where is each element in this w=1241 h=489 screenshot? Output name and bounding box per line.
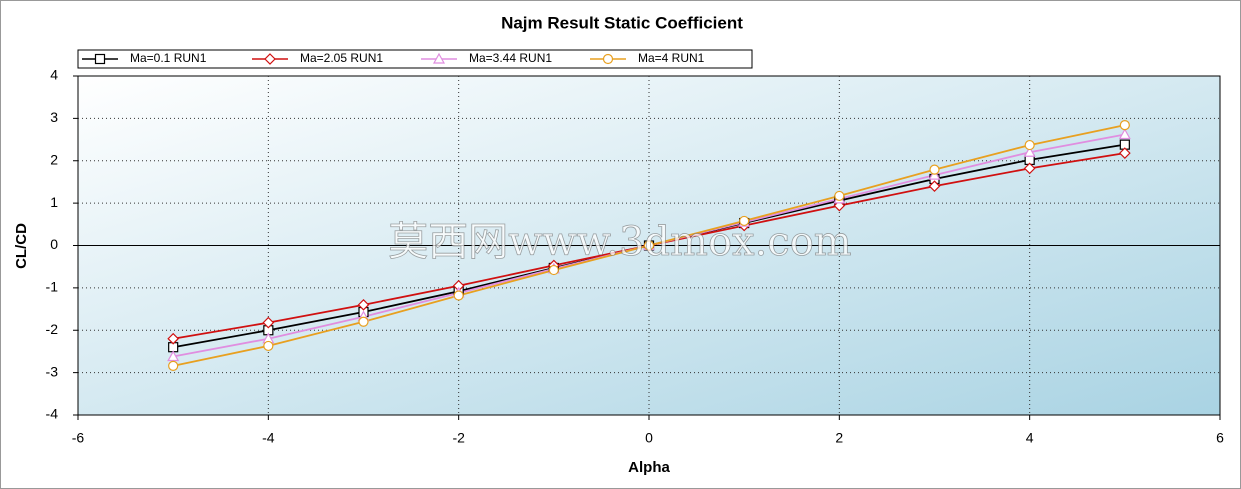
chart-title: Najm Result Static Coefficient (501, 13, 743, 32)
marker (167, 332, 180, 345)
marker (929, 164, 940, 175)
marker (432, 52, 446, 64)
legend-text: Ma=2.05 RUN1 (300, 51, 383, 65)
y-axis-label: CL/CD (13, 223, 30, 269)
marker (1118, 128, 1131, 140)
marker (928, 180, 941, 193)
y-tick-label: -2 (46, 321, 59, 337)
x-tick-label: 4 (1026, 430, 1034, 446)
marker (643, 240, 655, 251)
marker (1023, 146, 1036, 157)
marker (263, 340, 274, 352)
x-tick-label: -4 (262, 430, 275, 446)
y-tick-label: -4 (46, 406, 59, 422)
marker (1023, 162, 1036, 175)
marker (1119, 120, 1130, 131)
x-tick-label: 6 (1216, 430, 1224, 446)
marker (262, 316, 275, 329)
marker (168, 360, 179, 371)
marker (357, 298, 370, 311)
y-tick-label: -3 (46, 363, 59, 379)
y-tick-label: 0 (50, 236, 58, 252)
marker (358, 316, 369, 327)
marker (264, 53, 276, 65)
marker (94, 53, 106, 65)
y-tick-label: 1 (50, 194, 58, 210)
y-tick-label: 3 (50, 109, 58, 125)
x-tick-label: 0 (645, 430, 653, 446)
marker (1024, 139, 1035, 151)
marker (453, 290, 464, 301)
x-tick-label: 2 (835, 430, 843, 446)
marker (1118, 147, 1131, 159)
marker (602, 53, 614, 65)
watermark: 莫西网www.3dmox.com (388, 219, 851, 265)
x-tick-label: -6 (72, 430, 85, 446)
marker (739, 215, 750, 227)
marker (834, 190, 845, 202)
legend-text: Ma=3.44 RUN1 (469, 51, 552, 65)
marker (548, 264, 559, 276)
y-tick-label: 2 (50, 151, 58, 167)
x-axis-label: Alpha (628, 459, 670, 476)
legend-text: Ma=0.1 RUN1 (130, 51, 207, 65)
x-tick-label: -2 (452, 430, 465, 446)
legend-box (77, 49, 753, 69)
marker (167, 350, 180, 362)
legend-text: Ma=4 RUN1 (638, 51, 705, 65)
y-tick-label: -1 (46, 279, 59, 295)
y-tick-label: 4 (50, 67, 58, 83)
